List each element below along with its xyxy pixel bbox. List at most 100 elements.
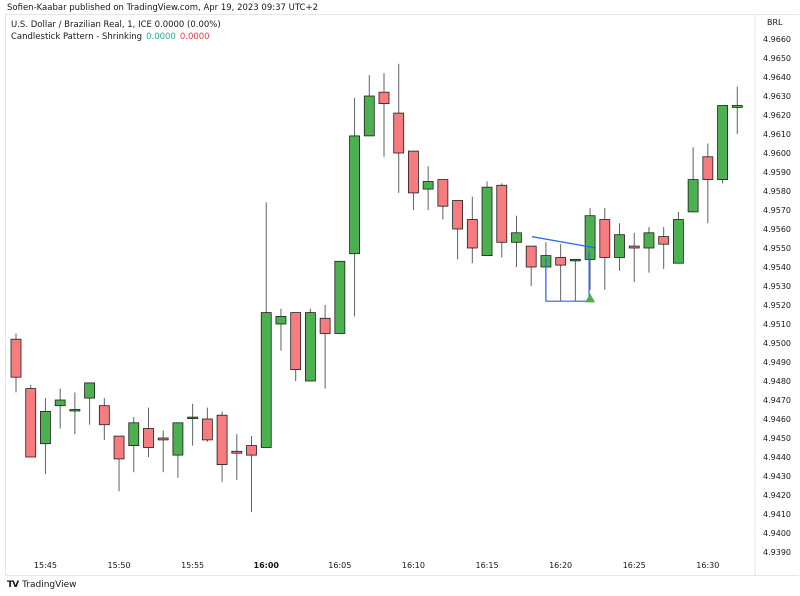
bullish-candle[interactable] (84, 382, 95, 399)
price-axis-tick: 4.9460 (763, 415, 791, 424)
bullish-candle[interactable] (687, 179, 699, 213)
bullish-candle[interactable] (128, 422, 140, 446)
bullish-candle[interactable] (614, 234, 625, 258)
bullish-candle[interactable] (511, 232, 522, 243)
bearish-candle[interactable] (113, 435, 125, 460)
price-axis-tick: 4.9400 (763, 529, 791, 538)
price-axis-tick: 4.9650 (763, 54, 791, 63)
price-axis-tick: 4.9560 (763, 225, 791, 234)
indicator-name: Candlestick Pattern - Shrinking (11, 32, 143, 42)
price-axis-tick: 4.9580 (763, 187, 791, 196)
indicator-value-1: 0.0000 (146, 32, 176, 42)
bullish-candle[interactable] (731, 105, 743, 108)
price-axis-tick: 4.9510 (763, 320, 791, 329)
bullish-candle[interactable] (481, 186, 493, 256)
bearish-candle[interactable] (290, 312, 302, 371)
bullish-candle[interactable] (673, 219, 684, 264)
price-axis-tick: 4.9530 (763, 282, 791, 291)
bearish-candle[interactable] (98, 405, 110, 426)
bullish-candle[interactable] (643, 232, 655, 249)
time-axis-tick: 15:45 (34, 561, 57, 570)
price-axis-tick: 4.9490 (763, 358, 791, 367)
bullish-candle[interactable] (172, 422, 184, 456)
bullish-candle[interactable] (584, 215, 596, 260)
price-axis-tick: 4.9410 (763, 510, 791, 519)
time-axis-tick: 15:50 (108, 561, 131, 570)
price-axis-tick: 4.9520 (763, 301, 791, 310)
bullish-candle[interactable] (187, 416, 199, 420)
bullish-candle[interactable] (717, 105, 728, 180)
bullish-candle[interactable] (569, 258, 581, 262)
bearish-candle[interactable] (437, 179, 449, 207)
bearish-candle[interactable] (658, 236, 670, 245)
chart-frame (5, 14, 799, 576)
time-axis-tick: 16:30 (696, 561, 719, 570)
bullish-candle[interactable] (54, 399, 66, 407)
bullish-candle[interactable] (69, 409, 81, 412)
time-axis-tick: 16:05 (328, 561, 351, 570)
price-axis-tick: 4.9660 (763, 35, 791, 44)
bearish-candle[interactable] (25, 388, 37, 458)
tradingview-logo-icon: TV (7, 580, 19, 590)
bullish-candle[interactable] (275, 315, 287, 325)
time-axis-tick: 16:15 (476, 561, 499, 570)
time-axis-tick: 16:20 (549, 561, 572, 570)
tradingview-brand: TradingView (22, 580, 77, 590)
bearish-candle[interactable] (408, 150, 419, 194)
price-axis-tick: 4.9620 (763, 111, 791, 120)
price-axis-tick: 4.9590 (763, 168, 791, 177)
time-axis-tick: 16:10 (402, 561, 425, 570)
bullish-candle[interactable] (349, 135, 360, 255)
price-axis-tick: 4.9390 (763, 548, 791, 557)
bearish-candle[interactable] (246, 445, 257, 456)
price-axis-tick: 4.9600 (763, 149, 791, 158)
price-axis-tick: 4.9640 (763, 73, 791, 82)
price-axis-tick: 4.9610 (763, 130, 791, 139)
price-axis-tick: 4.9480 (763, 377, 791, 386)
bearish-candle[interactable] (10, 338, 22, 378)
bearish-candle[interactable] (157, 437, 169, 441)
bearish-candle[interactable] (201, 418, 213, 441)
bearish-candle[interactable] (628, 245, 640, 249)
price-axis-tick: 4.9500 (763, 339, 791, 348)
time-axis-tick: 16:25 (623, 561, 646, 570)
bearish-candle[interactable] (599, 219, 611, 258)
price-axis-tick: 4.9570 (763, 206, 791, 215)
bearish-candle[interactable] (143, 428, 154, 448)
bearish-candle[interactable] (393, 112, 405, 154)
time-axis-tick: 15:55 (181, 561, 204, 570)
bullish-candle[interactable] (334, 260, 346, 334)
bearish-candle[interactable] (496, 184, 508, 243)
price-axis-tick: 4.9450 (763, 434, 791, 443)
bearish-candle[interactable] (452, 200, 464, 230)
bearish-candle[interactable] (702, 156, 714, 181)
pattern-trend-line (531, 236, 597, 249)
tradingview-footer[interactable]: TV TradingView (7, 580, 77, 590)
bullish-candle[interactable] (363, 95, 375, 137)
bearish-candle[interactable] (525, 245, 537, 268)
indicator-line: Candlestick Pattern - Shrinking 0.0000 0.0… (11, 31, 221, 43)
bearish-candle[interactable] (231, 450, 243, 454)
bullish-candle[interactable] (40, 410, 51, 445)
price-axis-tick: 4.9470 (763, 396, 791, 405)
bearish-candle[interactable] (466, 219, 478, 249)
indicator-value-2: 0.0000 (179, 32, 210, 42)
symbol-line: U.S. Dollar / Brazilian Real, 1, ICE 0.0… (11, 20, 221, 30)
time-axis-tick: 16:00 (254, 561, 280, 570)
price-axis-tick: 4.9440 (763, 453, 791, 462)
bullish-signal-triangle-icon (585, 293, 596, 303)
price-axis-currency: BRL (767, 18, 783, 27)
published-caption: Sofien-Kaabar published on TradingView.c… (7, 3, 318, 13)
bearish-candle[interactable] (216, 414, 228, 466)
price-axis-tick: 4.9420 (763, 491, 791, 500)
bullish-candle[interactable] (260, 312, 272, 448)
price-axis-tick: 4.9540 (763, 263, 791, 272)
bullish-candle[interactable] (304, 312, 316, 382)
bearish-candle[interactable] (378, 91, 390, 104)
bullish-candle[interactable] (422, 181, 434, 190)
bearish-candle[interactable] (319, 317, 331, 334)
pattern-bracket (545, 251, 590, 302)
price-axis-tick: 4.9630 (763, 92, 791, 101)
bearish-candle[interactable] (555, 257, 567, 266)
